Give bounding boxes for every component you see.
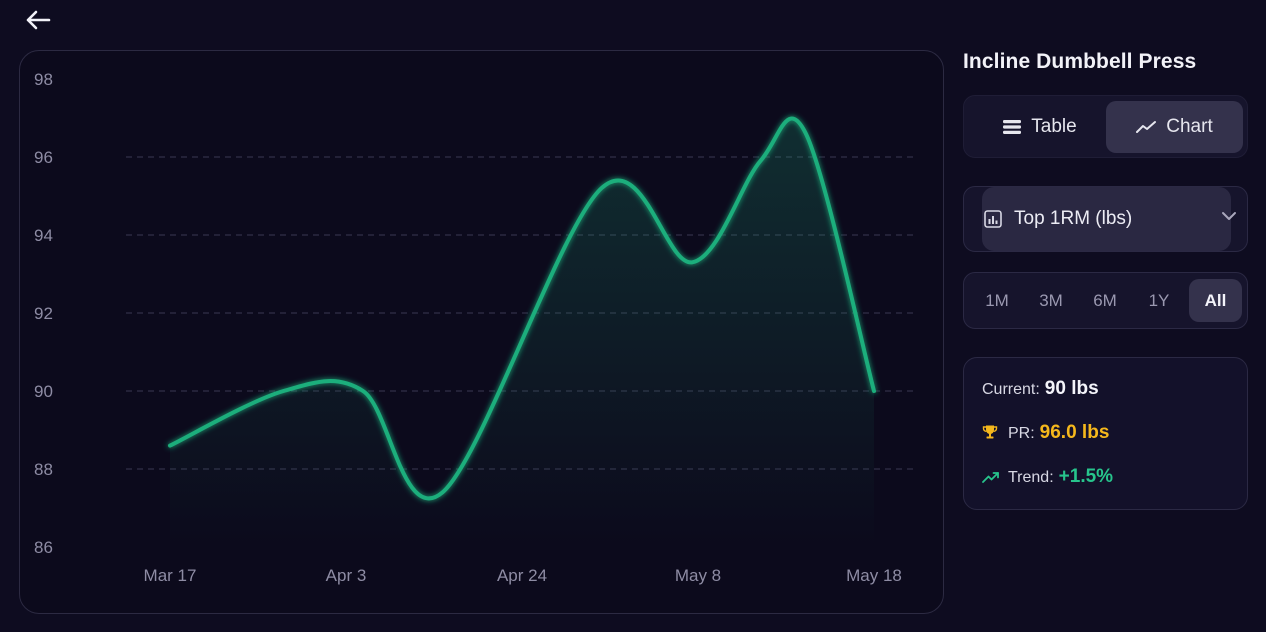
data-point xyxy=(168,444,172,448)
trend-stat: Trend: +1.5% xyxy=(982,466,1113,488)
metric-dropdown[interactable]: Top 1RM (lbs) xyxy=(963,186,1248,252)
data-point xyxy=(872,389,876,393)
y-tick-label: 94 xyxy=(34,226,53,245)
chevron-down-icon xyxy=(1222,212,1236,220)
arrow-left-icon xyxy=(26,10,51,30)
back-button[interactable] xyxy=(20,4,56,36)
series-area xyxy=(170,118,874,547)
time-range-selector: 1M 3M 6M 1Y All xyxy=(963,272,1248,329)
x-tick-label: Apr 24 xyxy=(497,566,547,585)
data-point xyxy=(441,490,445,494)
trend-label: Trend: xyxy=(1008,469,1054,486)
x-tick-label: Mar 17 xyxy=(144,566,197,585)
pr-value: 96.0 lbs xyxy=(1039,422,1110,443)
trophy-icon xyxy=(982,424,1000,445)
data-point xyxy=(361,389,365,393)
y-tick-label: 96 xyxy=(34,148,53,167)
y-tick-label: 88 xyxy=(34,460,53,479)
chart-card: 86 88 90 92 94 96 98 Mar 17 Apr 3 Apr 24 May 8 May … xyxy=(19,50,944,614)
data-point xyxy=(758,159,762,163)
range-1m-button[interactable]: 1M xyxy=(985,290,1009,310)
stats-card: Current: 90 lbs PR: 96.0 lbs Trend: +1.5… xyxy=(963,357,1248,510)
x-tick-label: Apr 3 xyxy=(326,566,367,585)
pr-stat: PR: 96.0 lbs xyxy=(982,422,1109,444)
range-1y-button[interactable]: 1Y xyxy=(1148,290,1170,310)
view-toggle: Table Chart xyxy=(963,95,1248,158)
range-6m-button[interactable]: 6M xyxy=(1093,290,1117,310)
current-stat: Current: 90 lbs xyxy=(982,378,1099,400)
x-tick-label: May 18 xyxy=(846,566,902,585)
y-tick-label: 98 xyxy=(34,70,53,89)
trend-value: +1.5% xyxy=(1058,466,1114,487)
bar-chart-box-icon xyxy=(984,210,1002,228)
y-tick-label: 92 xyxy=(34,304,53,323)
progress-chart: 86 88 90 92 94 96 98 Mar 17 Apr 3 Apr 24 May 8 May … xyxy=(34,70,918,585)
chart-view-button[interactable]: Chart xyxy=(1106,101,1243,153)
data-point xyxy=(599,186,603,190)
trending-line-icon xyxy=(1136,121,1157,133)
trending-up-icon xyxy=(982,470,1000,489)
chart-view-label: Chart xyxy=(1166,116,1213,137)
range-all-button[interactable]: All xyxy=(1189,279,1242,322)
data-point xyxy=(690,260,694,264)
pr-label: PR: xyxy=(1008,425,1035,442)
metric-dropdown-trigger[interactable]: Top 1RM (lbs) xyxy=(982,187,1231,251)
data-point xyxy=(804,132,808,136)
table-view-label: Table xyxy=(1031,116,1077,137)
y-tick-label: 86 xyxy=(34,538,53,557)
x-tick-label: May 8 xyxy=(675,566,721,585)
metric-dropdown-value: Top 1RM (lbs) xyxy=(1014,208,1133,229)
page-title: Incline Dumbbell Press xyxy=(963,50,1197,73)
data-point xyxy=(282,389,286,393)
range-3m-button[interactable]: 3M xyxy=(1039,290,1063,310)
current-value: 90 lbs xyxy=(1044,378,1099,399)
list-icon xyxy=(1003,120,1022,134)
current-label: Current: xyxy=(982,381,1040,398)
series-line xyxy=(168,116,876,501)
table-view-button[interactable]: Table xyxy=(970,101,1110,153)
y-tick-label: 90 xyxy=(34,382,53,401)
